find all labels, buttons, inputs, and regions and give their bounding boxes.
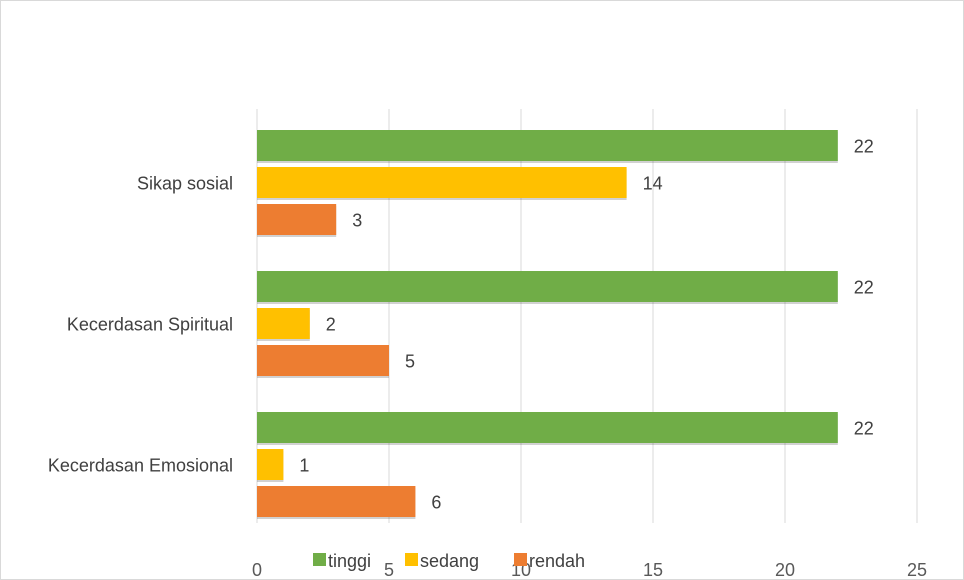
category-label-kecerdasan-spiritual: Kecerdasan Spiritual	[67, 315, 233, 335]
data-label-sedang-kecerdasan-spiritual: 2	[326, 315, 336, 335]
x-tick-label-5: 5	[384, 560, 394, 579]
bar-sedang-kecerdasan-spiritual	[257, 308, 310, 339]
bar-tinggi-kecerdasan-spiritual	[257, 271, 838, 302]
legend-label-tinggi: tinggi	[328, 551, 371, 571]
category-label-sikap-sosial: Sikap sosial	[137, 174, 233, 194]
bar-rendah-kecerdasan-spiritual	[257, 345, 389, 376]
legend-label-rendah: rendah	[529, 551, 585, 571]
data-label-tinggi-sikap-sosial: 22	[854, 137, 874, 157]
legend: tinggi sedang rendah	[313, 551, 585, 571]
bar-tinggi-kecerdasan-emosional	[257, 412, 838, 443]
bar-tinggi-sikap-sosial	[257, 130, 838, 161]
data-label-rendah-kecerdasan-spiritual: 5	[405, 352, 415, 372]
data-label-sedang-kecerdasan-emosional: 1	[299, 456, 309, 476]
x-tick-label-20: 20	[775, 560, 795, 579]
bar-sedang-sikap-sosial	[257, 167, 627, 198]
legend-swatch-rendah	[514, 553, 527, 566]
data-label-tinggi-kecerdasan-spiritual: 22	[854, 278, 874, 298]
x-tick-labels: 0 5 10 15 20 25	[252, 560, 927, 579]
legend-label-sedang: sedang	[420, 551, 479, 571]
x-tick-label-15: 15	[643, 560, 663, 579]
legend-swatch-tinggi	[313, 553, 326, 566]
data-label-rendah-sikap-sosial: 3	[352, 211, 362, 231]
category-label-kecerdasan-emosional: Kecerdasan Emosional	[48, 456, 233, 476]
bar-rendah-sikap-sosial	[257, 204, 337, 235]
x-tick-label-25: 25	[907, 560, 927, 579]
category-labels: Sikap sosial Kecerdasan Spiritual Kecerdas…	[48, 174, 233, 476]
bars	[257, 130, 838, 519]
data-label-tinggi-kecerdasan-emosional: 22	[854, 419, 874, 439]
data-label-sedang-sikap-sosial: 14	[643, 174, 663, 194]
bar-rendah-kecerdasan-emosional	[257, 486, 416, 517]
bar-sedang-kecerdasan-emosional	[257, 449, 284, 480]
x-tick-label-0: 0	[252, 560, 262, 579]
legend-swatch-sedang	[405, 553, 418, 566]
data-label-rendah-kecerdasan-emosional: 6	[431, 493, 441, 513]
